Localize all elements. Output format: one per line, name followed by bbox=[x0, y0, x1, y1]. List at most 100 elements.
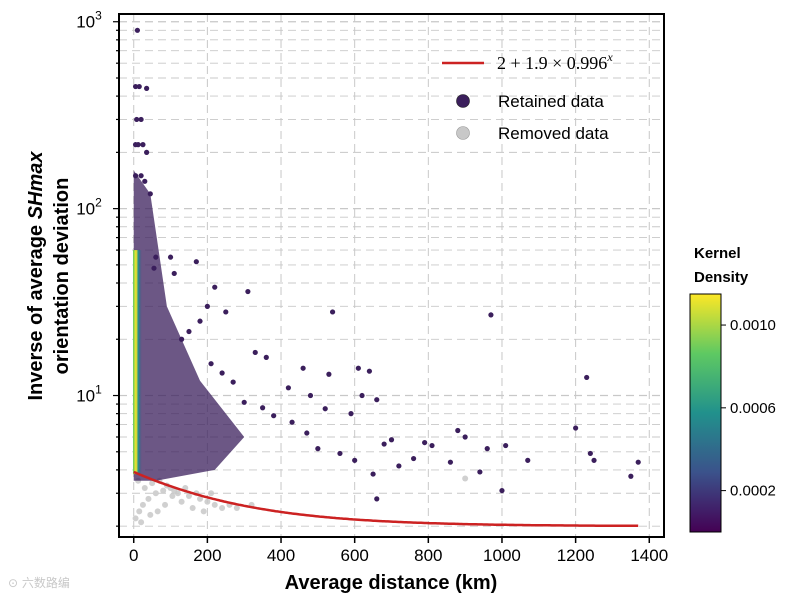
y-axis-label-italic: SHmax bbox=[25, 151, 47, 220]
y-tick-exponent: 3 bbox=[95, 9, 102, 23]
removed-point bbox=[149, 480, 156, 487]
y-axis-label-line1: Inverse of average SHmax bbox=[25, 151, 47, 401]
retained-point bbox=[212, 284, 218, 290]
retained-point bbox=[499, 487, 505, 494]
plot-frame bbox=[118, 13, 665, 538]
retained-point bbox=[300, 365, 306, 371]
retained-point bbox=[134, 116, 140, 123]
y-axis-label-line2: orientation deviation bbox=[51, 178, 73, 375]
retained-point bbox=[197, 318, 203, 324]
x-tick-label: 600 bbox=[340, 546, 368, 565]
y-axis-ticks: 101 102 103 bbox=[76, 9, 119, 527]
retained-point bbox=[348, 411, 354, 417]
removed-point bbox=[169, 493, 176, 500]
retained-point bbox=[381, 441, 387, 447]
removed-point bbox=[200, 508, 207, 515]
retained-point bbox=[388, 437, 395, 443]
removed-point bbox=[178, 498, 185, 505]
y-tick-base: 10 bbox=[76, 387, 95, 406]
retained-point bbox=[488, 312, 494, 318]
colorbar-title-line2: Density bbox=[694, 269, 749, 286]
retained-point bbox=[193, 259, 199, 265]
kernel-density-band bbox=[132, 170, 245, 481]
removed-point bbox=[139, 501, 146, 508]
retained-point bbox=[322, 406, 328, 412]
retained-point bbox=[167, 254, 174, 260]
retained-point bbox=[142, 178, 148, 184]
retained-point bbox=[138, 173, 144, 179]
retained-point bbox=[140, 142, 146, 148]
removed-point bbox=[147, 511, 154, 518]
retained-point bbox=[171, 270, 177, 277]
removed-point bbox=[189, 505, 196, 512]
x-tick-label: 1400 bbox=[630, 546, 668, 565]
colorbar-tick-label: 0.0010 bbox=[730, 317, 776, 334]
retained-point bbox=[635, 459, 641, 465]
removed-data-points bbox=[132, 475, 469, 526]
retained-point bbox=[477, 469, 483, 475]
retained-point bbox=[374, 496, 380, 502]
retained-point bbox=[396, 463, 402, 469]
x-tick-label: 400 bbox=[267, 546, 295, 565]
retained-point bbox=[584, 374, 590, 381]
legend-fit-formula-main: 2 + 1.9 × 0.996 bbox=[497, 53, 607, 73]
retained-point bbox=[455, 427, 461, 434]
colorbar-tick-label: 0.0006 bbox=[730, 400, 776, 417]
retained-point bbox=[136, 83, 142, 90]
retained-point bbox=[252, 349, 258, 356]
x-tick-label: 800 bbox=[414, 546, 442, 565]
retained-point bbox=[223, 309, 229, 315]
removed-point bbox=[141, 485, 148, 492]
legend: 2 + 1.9 × 0.996x Retained data Removed d… bbox=[442, 50, 613, 143]
legend-fit-formula-exp: x bbox=[606, 50, 613, 64]
density-core bbox=[132, 250, 142, 475]
removed-point bbox=[145, 495, 152, 502]
legend-removed-marker bbox=[456, 126, 470, 140]
x-tick-label: 200 bbox=[193, 546, 221, 565]
retained-point bbox=[263, 354, 269, 360]
retained-point bbox=[503, 442, 509, 449]
x-axis-label: Average distance (km) bbox=[285, 572, 498, 594]
y-tick-exponent: 1 bbox=[95, 383, 102, 397]
x-tick-label: 1200 bbox=[557, 546, 595, 565]
y-tick-label: 102 bbox=[76, 196, 102, 219]
x-tick-label: 1000 bbox=[483, 546, 521, 565]
retained-point bbox=[525, 457, 531, 463]
retained-point bbox=[374, 397, 380, 403]
y-tick-exponent: 2 bbox=[95, 196, 102, 210]
retained-point bbox=[304, 430, 310, 436]
retained-point bbox=[329, 309, 336, 315]
retained-point bbox=[337, 450, 343, 457]
retained-point bbox=[307, 392, 314, 399]
removed-point bbox=[138, 519, 145, 526]
removed-point bbox=[154, 508, 161, 515]
retained-point bbox=[230, 379, 236, 385]
retained-point bbox=[359, 392, 365, 399]
retained-point bbox=[326, 371, 332, 377]
retained-point bbox=[422, 439, 428, 446]
removed-point bbox=[208, 490, 215, 497]
retained-point bbox=[462, 434, 468, 440]
retained-point bbox=[186, 328, 192, 335]
retained-data-points bbox=[132, 27, 641, 502]
removed-point bbox=[219, 505, 226, 512]
retained-point bbox=[591, 457, 597, 463]
density-envelope bbox=[133, 170, 245, 481]
retained-point bbox=[271, 413, 277, 419]
retained-point bbox=[134, 27, 141, 33]
colorbar-ticks: 0.0010 0.0006 0.0002 bbox=[721, 317, 776, 500]
retained-point bbox=[260, 405, 266, 411]
colorbar-gradient bbox=[689, 293, 722, 533]
y-tick-label: 103 bbox=[76, 9, 102, 32]
retained-point bbox=[352, 457, 358, 463]
removed-point bbox=[233, 505, 240, 512]
retained-point bbox=[628, 473, 634, 479]
retained-point bbox=[484, 446, 490, 452]
retained-point bbox=[138, 116, 144, 123]
removed-point bbox=[185, 493, 192, 500]
retained-point bbox=[245, 288, 251, 295]
legend-fit-formula: 2 + 1.9 × 0.996x bbox=[497, 50, 613, 73]
retained-point bbox=[135, 142, 141, 148]
retained-point bbox=[285, 385, 291, 391]
